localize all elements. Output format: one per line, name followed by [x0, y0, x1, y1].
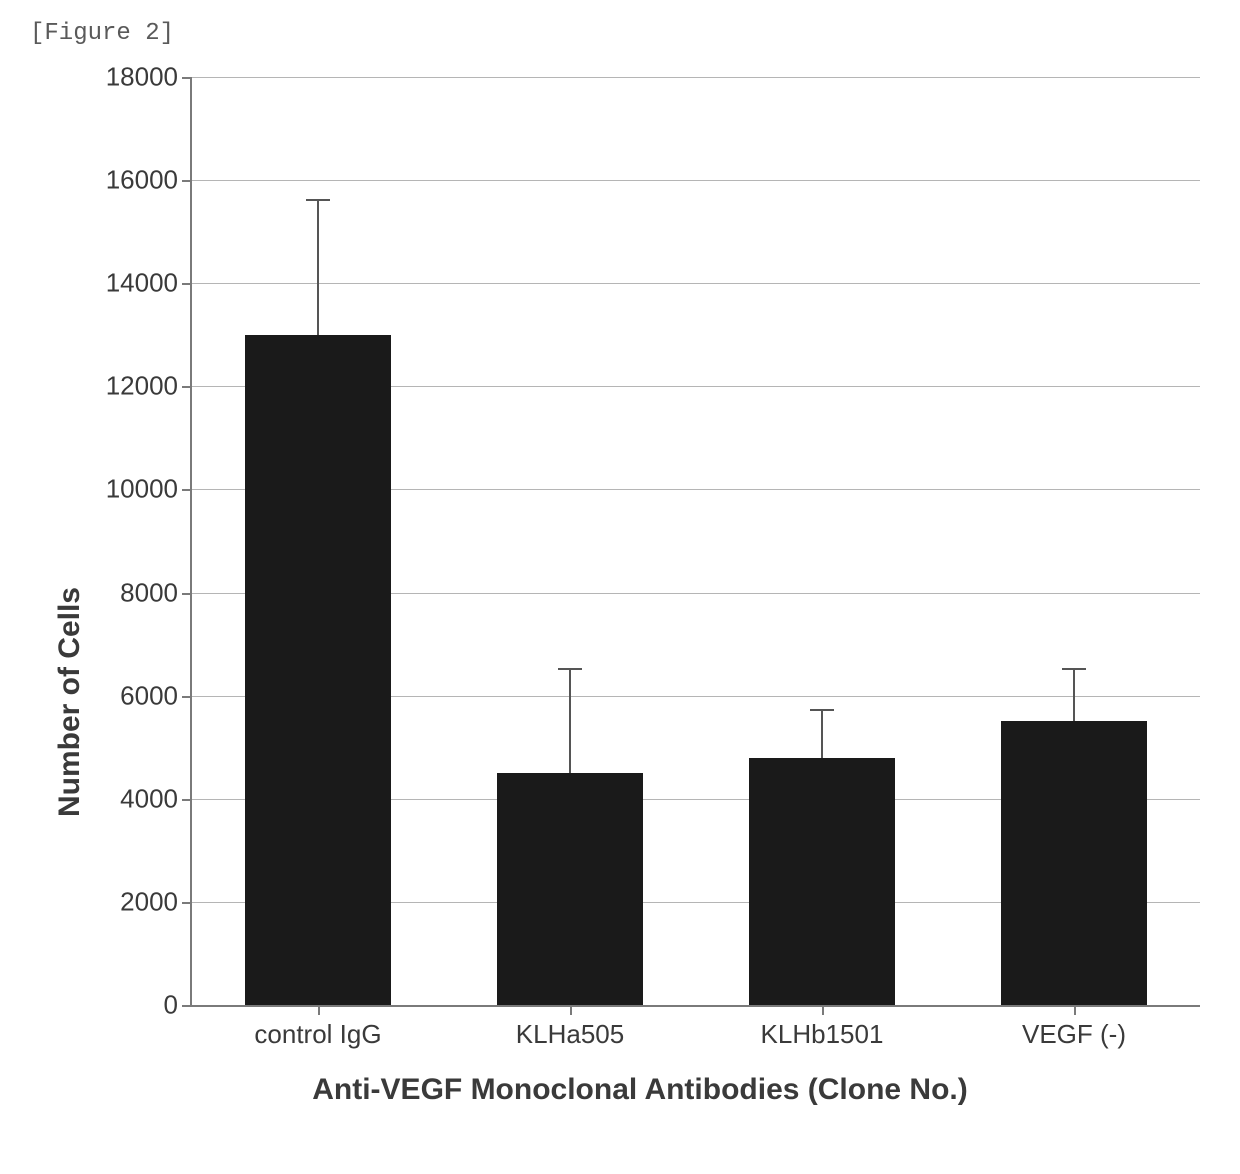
gridline	[192, 180, 1200, 181]
y-tick-label: 12000	[106, 371, 192, 402]
error-bar	[317, 201, 319, 335]
x-tick-label: control IgG	[254, 1005, 381, 1050]
y-tick-label: 18000	[106, 62, 192, 93]
gridline	[192, 283, 1200, 284]
y-axis-title: Number of Cells	[53, 587, 87, 817]
gridline	[192, 77, 1200, 78]
bar-chart: 0200040006000800010000120001400016000180…	[80, 77, 1200, 1097]
error-bar	[821, 711, 823, 757]
error-cap	[558, 668, 582, 670]
x-axis-title: Anti-VEGF Monoclonal Antibodies (Clone N…	[312, 1073, 968, 1107]
bar	[245, 335, 391, 1005]
y-tick-label: 0	[164, 990, 192, 1021]
y-tick-label: 14000	[106, 268, 192, 299]
y-tick-label: 2000	[120, 886, 192, 917]
y-tick-label: 4000	[120, 783, 192, 814]
error-cap	[810, 709, 834, 711]
x-tick-label: VEGF (-)	[1022, 1005, 1126, 1050]
error-bar	[1073, 670, 1075, 722]
y-tick-label: 10000	[106, 474, 192, 505]
x-tick-label: KLHb1501	[761, 1005, 884, 1050]
bar	[1001, 721, 1147, 1005]
y-tick-label: 8000	[120, 577, 192, 608]
bar	[497, 773, 643, 1005]
y-tick-label: 6000	[120, 680, 192, 711]
plot-area: 0200040006000800010000120001400016000180…	[190, 77, 1200, 1007]
error-bar	[569, 670, 571, 773]
figure-label: [Figure 2]	[30, 20, 1220, 47]
x-tick-label: KLHa505	[516, 1005, 624, 1050]
bar	[749, 758, 895, 1005]
error-cap	[1062, 668, 1086, 670]
y-tick-label: 16000	[106, 165, 192, 196]
error-cap	[306, 199, 330, 201]
